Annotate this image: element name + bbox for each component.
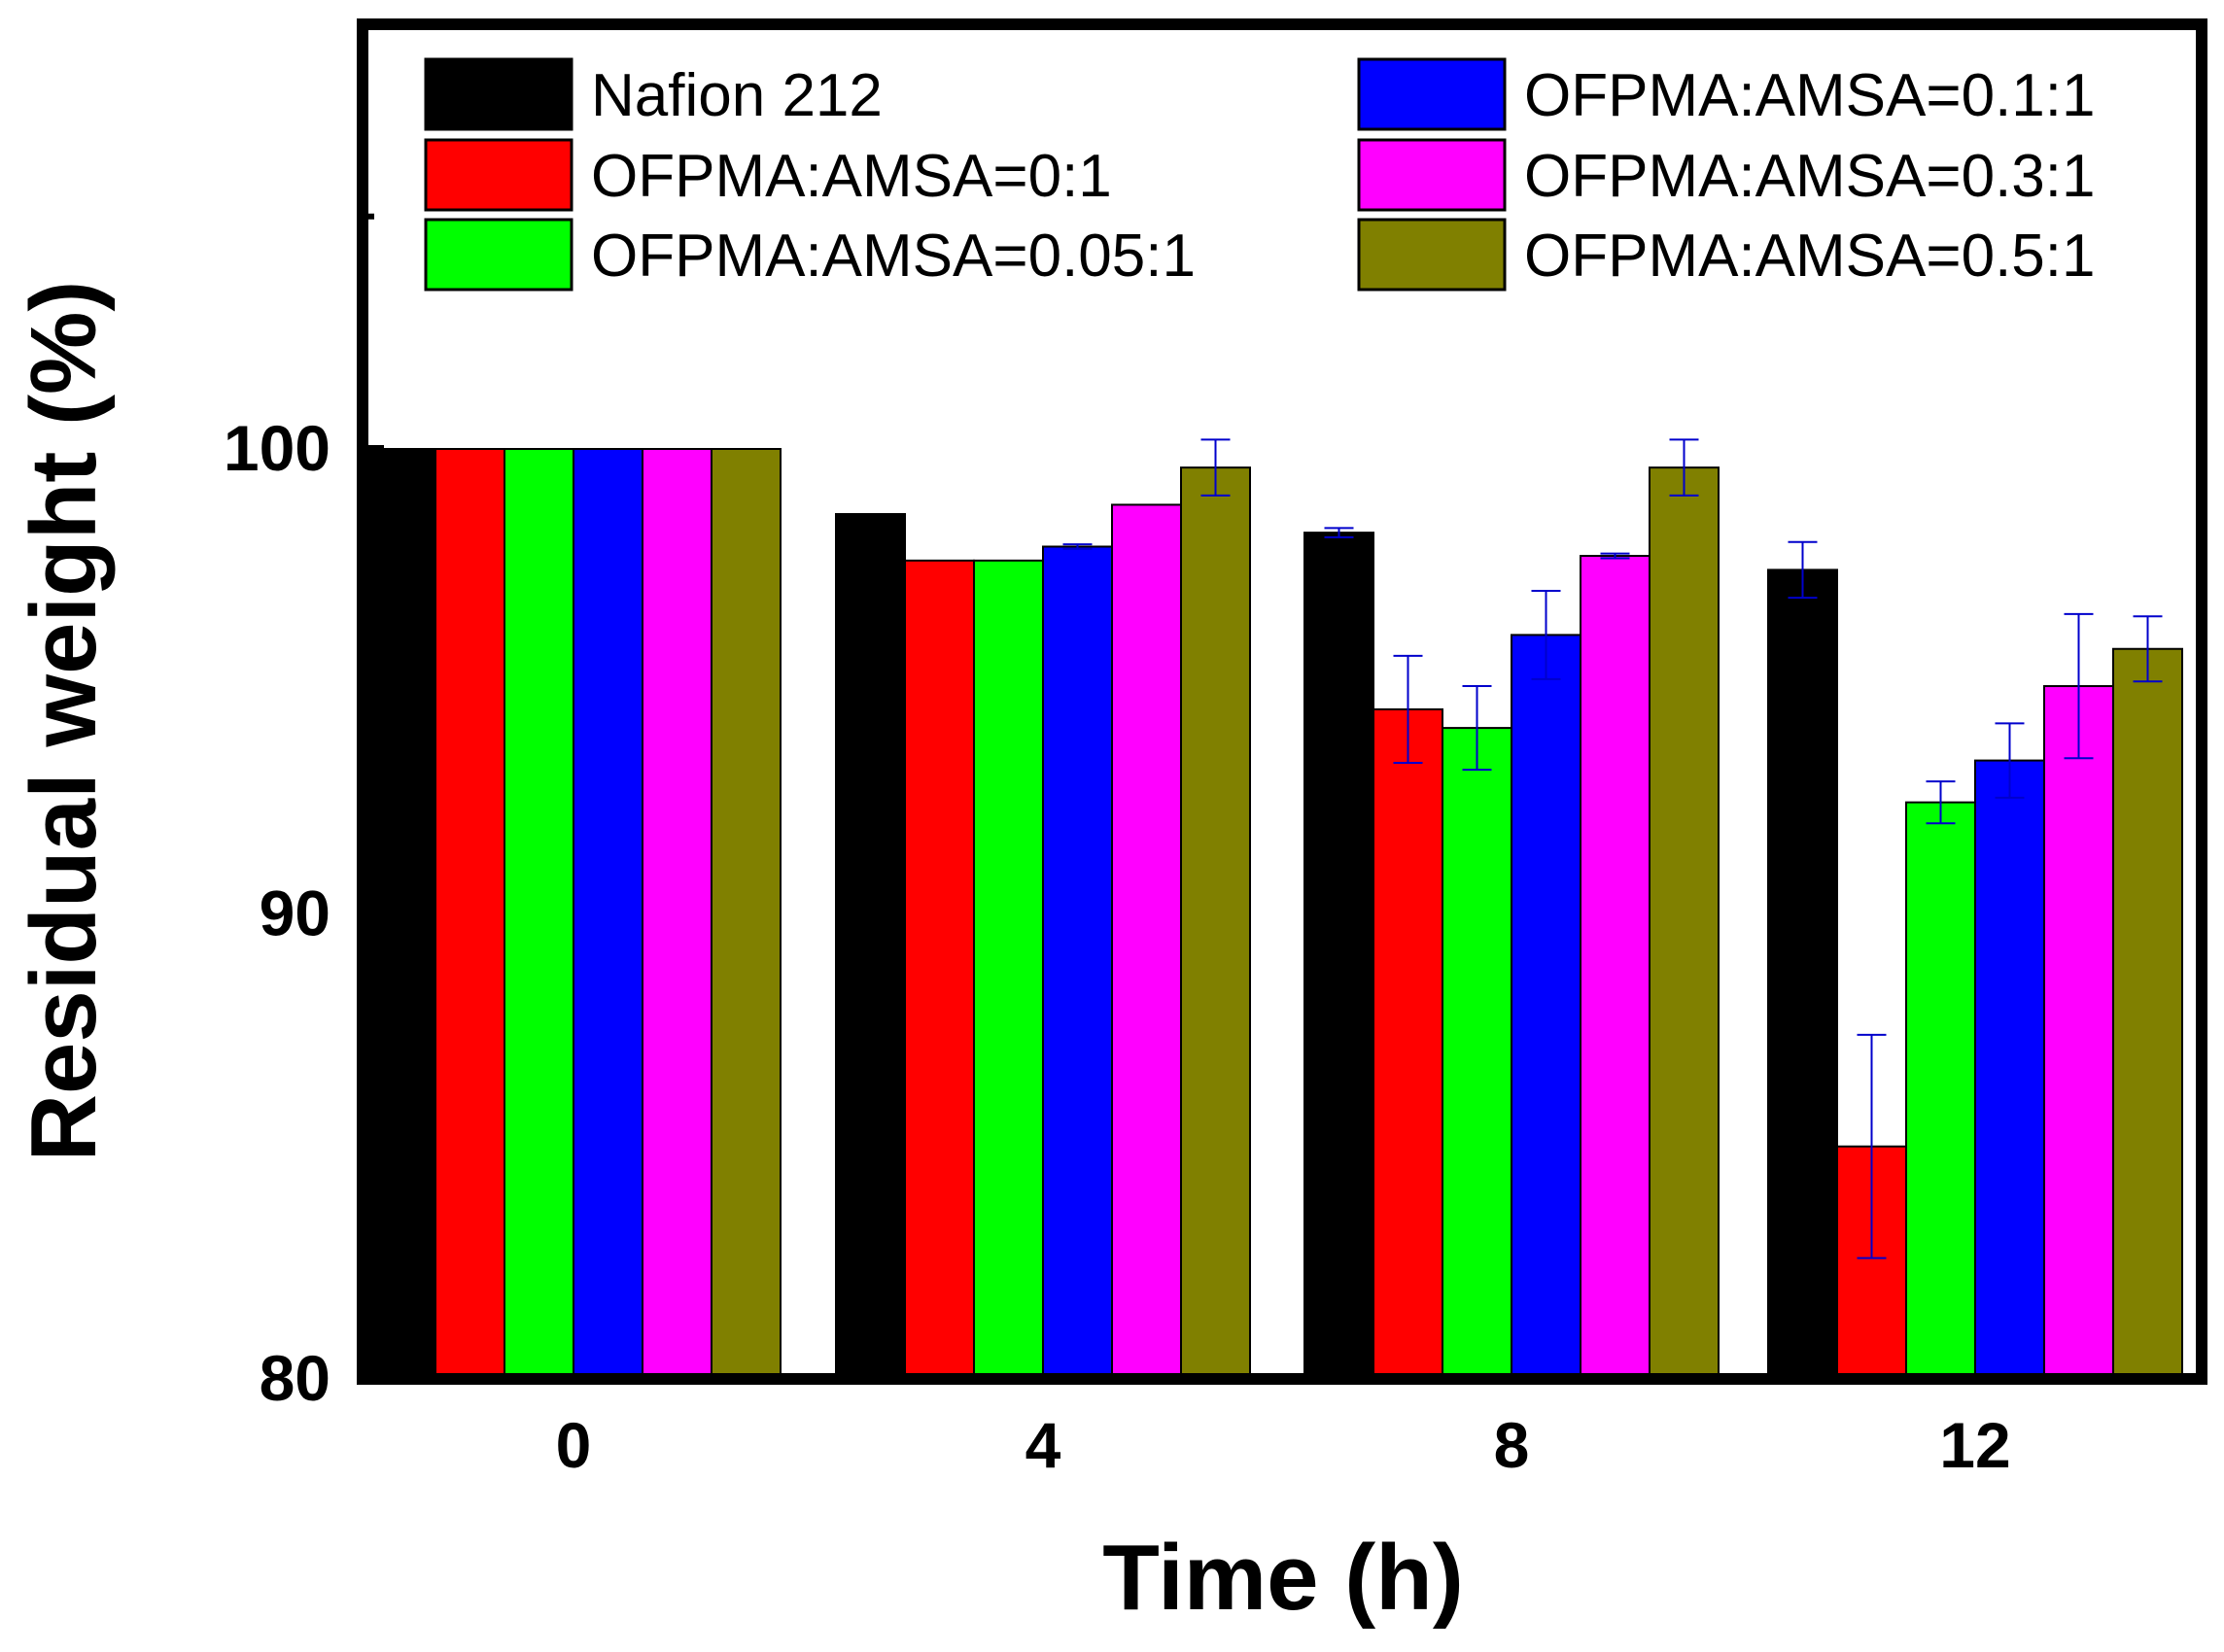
error-bar-5-8 xyxy=(1600,552,1630,560)
bar-3-4 xyxy=(973,559,1044,1380)
x-axis-title: Time (h) xyxy=(1102,1526,1464,1630)
legend-label-3: OFPMA:AMSA=0.05:1 xyxy=(591,223,1196,290)
bar-2-4 xyxy=(904,559,975,1380)
bar-6-8 xyxy=(1649,466,1720,1380)
bar-6-4 xyxy=(1180,466,1251,1380)
error-bar-3-8 xyxy=(1462,685,1492,772)
bar-2-8 xyxy=(1373,707,1443,1380)
error-bar-1-8 xyxy=(1324,527,1354,538)
bar-3-0 xyxy=(504,448,574,1380)
legend-swatch-1 xyxy=(424,57,573,131)
error-bar-1-12 xyxy=(1788,540,1818,600)
bar-5-8 xyxy=(1580,555,1651,1380)
legend-swatch-5 xyxy=(1357,138,1507,212)
legend-label-6: OFPMA:AMSA=0.5:1 xyxy=(1524,223,2096,290)
bar-1-8 xyxy=(1303,532,1374,1380)
legend-swatch-6 xyxy=(1357,218,1507,292)
bar-5-4 xyxy=(1111,503,1182,1380)
bar-1-12 xyxy=(1767,568,1838,1380)
x-tick-label-12: 12 xyxy=(1939,1409,2010,1481)
x-tick-label-0: 0 xyxy=(556,1409,592,1481)
y-tick-label-80: 80 xyxy=(260,1342,330,1414)
bar-6-0 xyxy=(711,448,782,1380)
error-bar-6-8 xyxy=(1669,438,1699,497)
error-bar-4-12 xyxy=(1995,722,2025,799)
bar-1-4 xyxy=(835,512,906,1380)
legend-label-4: OFPMA:AMSA=0.1:1 xyxy=(1524,62,2096,129)
error-bar-5-12 xyxy=(2064,612,2094,760)
bar-2-0 xyxy=(434,448,505,1380)
bar-4-4 xyxy=(1042,545,1113,1380)
error-bar-2-12 xyxy=(1857,1033,1887,1259)
bar-3-12 xyxy=(1905,801,1976,1380)
legend-swatch-4 xyxy=(1357,57,1507,131)
error-bar-6-4 xyxy=(1200,438,1231,497)
bar-6-12 xyxy=(2112,647,2183,1380)
x-tick-label-4: 4 xyxy=(1025,1409,1061,1481)
x-axis: 0 4 8 12 xyxy=(556,1409,2011,1481)
legend-label-1: Nafion 212 xyxy=(591,62,883,129)
legend-label-5: OFPMA:AMSA=0.3:1 xyxy=(1524,143,2096,210)
x-tick-label-8: 8 xyxy=(1494,1409,1530,1481)
bars-layer xyxy=(365,448,2183,1380)
bar-4-8 xyxy=(1511,634,1581,1380)
legend-label-2: OFPMA:AMSA=0:1 xyxy=(591,143,1112,210)
error-bar-4-8 xyxy=(1531,589,1561,680)
plot-frame xyxy=(357,18,2207,1385)
bar-5-0 xyxy=(642,448,712,1380)
y-tick-label-100: 100 xyxy=(224,412,330,484)
y-axis-title: Residual weight (%) xyxy=(12,281,116,1162)
legend: Nafion 212 OFPMA:AMSA=0:1 OFPMA:AMSA=0.05:… xyxy=(424,57,2096,292)
legend-swatch-2 xyxy=(424,138,573,212)
legend-swatch-3 xyxy=(424,218,573,292)
y-tick-label-90: 90 xyxy=(260,878,330,949)
bar-4-0 xyxy=(573,448,643,1380)
y-axis: 80 90 100 xyxy=(224,213,384,1414)
error-bars-layer xyxy=(1062,438,2163,1259)
error-bar-3-12 xyxy=(1926,780,1956,825)
error-bar-6-12 xyxy=(2133,615,2163,683)
error-bar-2-8 xyxy=(1393,654,1423,764)
bar-4-12 xyxy=(1974,759,2045,1380)
bar-5-12 xyxy=(2043,685,2114,1380)
bar-3-8 xyxy=(1442,727,1512,1380)
error-bar-4-4 xyxy=(1062,543,1093,550)
